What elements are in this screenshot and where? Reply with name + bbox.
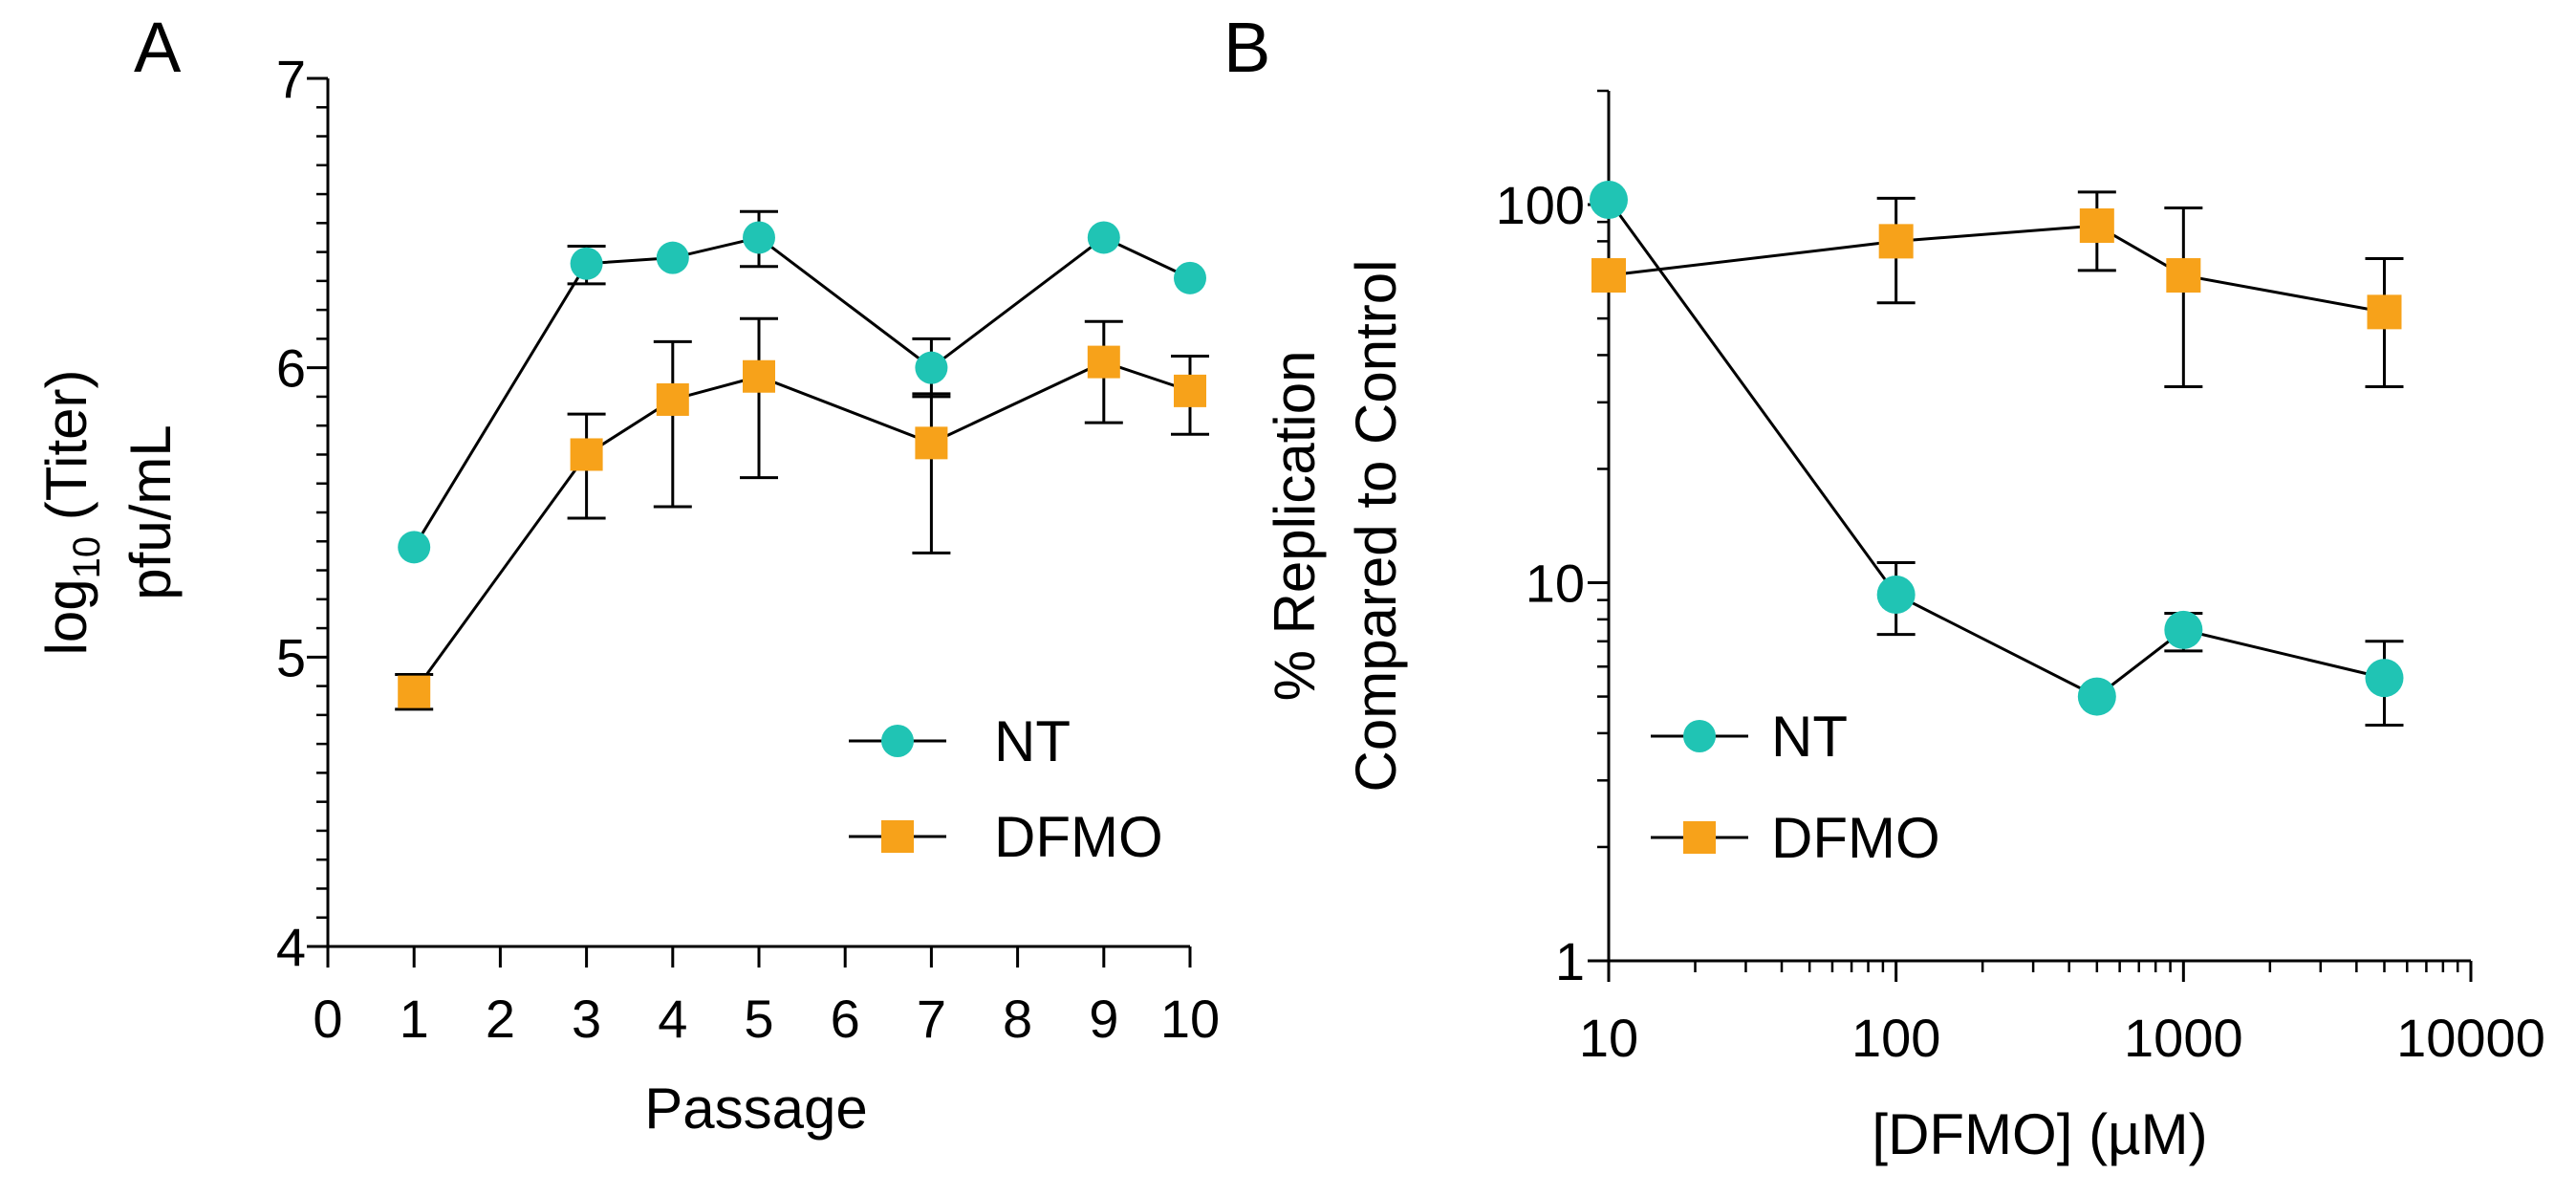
legend-a-dfmo-label: DFMO bbox=[994, 805, 1163, 869]
panel-a-x-tick-label: 8 bbox=[1003, 989, 1032, 1049]
panel-b-nt-line bbox=[1607, 199, 2385, 699]
panel-a-nt-point bbox=[915, 351, 948, 384]
panel-a-dfmo-point bbox=[1087, 345, 1120, 379]
panel-b-y-tick-label: 1 bbox=[1555, 931, 1585, 991]
panel-b: B 1 10 100 10 100 1000 10000 % Replication Co… bbox=[1223, 8, 2545, 1166]
panel-a-ylabel-subscript: 10 bbox=[66, 536, 108, 579]
panel-a-x-tick-label: 6 bbox=[831, 989, 860, 1049]
panel-b-ylabel-line2: Compared to Control bbox=[1344, 260, 1408, 793]
panel-b-y-tick-label: 100 bbox=[1496, 175, 1585, 235]
panel-a-ylabel-units: pfu/mL bbox=[119, 424, 183, 599]
panel-b-dfmo-point bbox=[1591, 258, 1626, 294]
panel-b-nt-point bbox=[2077, 677, 2116, 716]
panel-a-nt-point bbox=[656, 241, 689, 274]
panel-b-dfmo-point bbox=[1878, 224, 1914, 259]
panel-a-ylabel-log: log bbox=[34, 578, 98, 655]
legend-a-nt-marker bbox=[881, 725, 914, 757]
panel-a-dfmo-point bbox=[1174, 374, 1206, 407]
panel-a-x-tick-label: 0 bbox=[313, 989, 342, 1049]
panel-b-x-tick-label: 1000 bbox=[2124, 1008, 2243, 1068]
panel-a-nt-point bbox=[1087, 221, 1120, 254]
panel-b-label: B bbox=[1223, 8, 1270, 87]
panel-b-nt-point bbox=[1590, 180, 1628, 219]
panel-b-legend: NT DFMO bbox=[1651, 705, 1940, 870]
panel-b-nt-point bbox=[2164, 610, 2203, 649]
legend-a-dfmo-marker bbox=[881, 820, 914, 853]
panel-a-x-tick-label: 7 bbox=[917, 989, 946, 1049]
panel-b-nt-point bbox=[2365, 659, 2404, 698]
panel-a-dfmo-point bbox=[915, 426, 948, 460]
panel-a-nt-point bbox=[743, 221, 775, 254]
panel-b-nt-point bbox=[1876, 575, 1916, 614]
panel-a-dfmo-point bbox=[398, 675, 431, 708]
panel-a-y-tick-label: 4 bbox=[276, 917, 306, 977]
legend-b-dfmo-label: DFMO bbox=[1771, 806, 1940, 870]
panel-b-x-tick-label: 10 bbox=[1579, 1008, 1638, 1068]
panel-a-xlabel: Passage bbox=[644, 1076, 868, 1141]
panel-a-legend: NT DFMO bbox=[849, 709, 1163, 869]
panel-b-xlabel: [DFMO] (µM) bbox=[1872, 1102, 2207, 1166]
legend-b-nt-label: NT bbox=[1771, 705, 1848, 769]
panel-b-dfmo-point bbox=[2079, 208, 2114, 244]
panel-a-nt-point bbox=[398, 531, 431, 564]
panel-a-dfmo-point bbox=[570, 438, 603, 471]
legend-b-dfmo-marker bbox=[1683, 821, 1716, 854]
panel-a-dfmo-point bbox=[743, 359, 775, 393]
panel-a-ylabel-titer: (Titer) bbox=[34, 370, 98, 536]
panel-b-dfmo-line bbox=[1608, 224, 2385, 314]
legend-a-nt-label: NT bbox=[994, 709, 1071, 773]
panel-a-ylabel: log10 (Titer) bbox=[34, 370, 108, 656]
panel-a-dfmo-line bbox=[412, 359, 1191, 693]
panel-b-x-tick-label: 100 bbox=[1851, 1008, 1940, 1068]
legend-b-nt-marker bbox=[1683, 720, 1716, 752]
panel-b-y-tick-label: 10 bbox=[1526, 554, 1585, 614]
panel-a-dfmo-point bbox=[656, 382, 689, 416]
panel-a-nt-point bbox=[570, 247, 603, 280]
panel-a-x-tick-label: 1 bbox=[400, 989, 429, 1049]
panel-b-x-tick-label: 10000 bbox=[2396, 1008, 2545, 1068]
panel-a-y-tick-label: 5 bbox=[276, 627, 306, 687]
panel-a-x-tick-label: 9 bbox=[1089, 989, 1118, 1049]
panel-a-y-tick-label: 6 bbox=[276, 338, 306, 399]
panel-a-x-tick-label: 4 bbox=[658, 989, 687, 1049]
panel-a-nt-point bbox=[1174, 261, 1206, 294]
panel-b-dfmo-error-bar bbox=[2164, 207, 2203, 388]
panel-a-dfmo-error-bar bbox=[740, 316, 778, 480]
panel-a-x-tick-label: 2 bbox=[486, 989, 515, 1049]
panel-a-label: A bbox=[134, 8, 182, 87]
panel-b-ylabel-line1: % Replication bbox=[1263, 351, 1327, 702]
panel-a-x-tick-label: 10 bbox=[1160, 989, 1220, 1049]
panel-b-dfmo-point bbox=[2166, 258, 2201, 294]
panel-b-dfmo-point bbox=[2367, 294, 2402, 330]
panel-a-x-tick-label: 5 bbox=[744, 989, 773, 1049]
panel-a-dfmo-error-bar bbox=[912, 392, 951, 555]
panel-a-y-tick-label: 7 bbox=[276, 49, 306, 109]
panel-a-dfmo-error-bar bbox=[653, 339, 692, 509]
panel-a-x-tick-label: 3 bbox=[572, 989, 601, 1049]
